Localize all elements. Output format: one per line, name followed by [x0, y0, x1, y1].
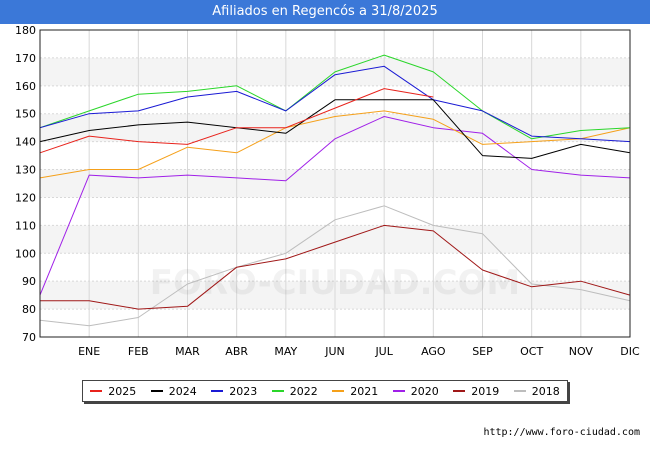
series-line-2024: [39, 99, 631, 159]
legend-item-2020: 2020: [392, 384, 439, 398]
legend-label: 2019: [471, 384, 500, 398]
source-credit: http://www.foro-ciudad.com: [483, 427, 640, 438]
legend-label: 2023: [229, 384, 258, 398]
x-tick-label: SEP: [472, 345, 493, 358]
x-tick-label: JUN: [324, 345, 345, 358]
y-tick-label: 180: [15, 24, 36, 37]
legend-label: 2021: [350, 384, 379, 398]
x-tick-label: MAY: [274, 345, 297, 358]
y-tick-label: 100: [15, 247, 36, 260]
x-tick-label: MAR: [175, 345, 200, 358]
y-tick-label: 150: [15, 108, 36, 121]
legend-label: 2018: [531, 384, 560, 398]
y-tick-label: 70: [22, 331, 36, 344]
legend-item-2019: 2019: [453, 385, 499, 398]
series-line-2025: [39, 88, 434, 154]
y-tick-label: 120: [15, 191, 36, 204]
x-tick-label: JUL: [374, 345, 393, 358]
legend: 2025 2024 2023 2022 2021 2020 2019 2018: [82, 380, 568, 402]
y-tick-label: 130: [15, 164, 36, 177]
x-axis-ticks: ENE FEB MAR ABR MAY JUN JUL AGO SEP OCT NOV DIC: [78, 345, 640, 358]
series-line-2023: [39, 65, 631, 143]
series-line-2019: [40, 224, 631, 310]
grid-lines: [40, 29, 630, 338]
legend-swatch: [211, 390, 224, 392]
legend-item-2022: 2022: [271, 384, 318, 398]
x-tick-label: OCT: [520, 345, 543, 358]
chart-title: Afiliados en Regencós a 31/8/2025: [0, 0, 650, 24]
legend-swatch: [513, 390, 526, 392]
legend-label: 2022: [289, 384, 318, 398]
legend-swatch: [453, 390, 466, 392]
legend-item-2021: 2021: [332, 385, 378, 398]
legend-swatch: [392, 390, 405, 392]
legend-item-2024: 2024: [150, 384, 197, 398]
legend-swatch: [150, 390, 163, 392]
x-tick-label: ABR: [225, 345, 248, 358]
plot-frame: [39, 29, 631, 338]
y-tick-label: 90: [22, 275, 36, 288]
y-tick-label: 160: [15, 80, 36, 93]
x-tick-label: ENE: [78, 345, 100, 358]
x-tick-label: AGO: [421, 345, 446, 358]
legend-item-2018: 2018: [513, 384, 560, 398]
series-line-2018: [39, 205, 631, 327]
legend-swatch: [271, 390, 284, 392]
watermark: FORO-CIUDAD.COM: [150, 263, 521, 303]
series-lines: [39, 54, 631, 327]
x-tick-label: FEB: [128, 345, 149, 358]
line-chart: FORO-CIUDAD.COM 70 80 90 100 110 120 130 140 150…: [15, 24, 640, 358]
series-line-2021: [39, 110, 631, 179]
series-line-2022: [39, 54, 631, 140]
legend-label: 2024: [168, 384, 197, 398]
legend-item-2025: 2025: [90, 385, 136, 398]
legend-swatch: [332, 390, 345, 392]
y-tick-label: 140: [15, 136, 36, 149]
y-tick-label: 110: [15, 219, 36, 232]
y-axis-ticks: 70 80 90 100 110 120 130 140 150 160 170 180: [15, 24, 36, 344]
y-tick-label: 170: [15, 52, 36, 65]
legend-swatch: [90, 390, 103, 392]
y-tick-label: 80: [22, 303, 36, 316]
x-tick-label: NOV: [569, 345, 594, 358]
x-tick-label: DIC: [620, 345, 640, 358]
legend-label: 2025: [108, 384, 137, 398]
legend-item-2023: 2023: [211, 385, 257, 398]
series-line-2020: [39, 116, 631, 296]
legend-label: 2020: [410, 384, 439, 398]
